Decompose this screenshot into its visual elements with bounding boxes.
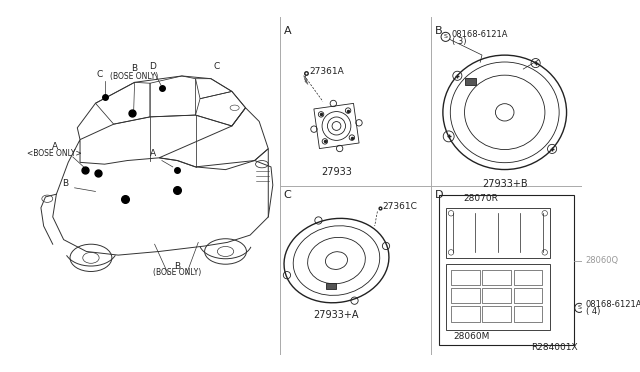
Text: B: B bbox=[63, 179, 68, 188]
Text: R284001X: R284001X bbox=[531, 343, 577, 352]
Text: C: C bbox=[97, 70, 103, 79]
Text: 08168-6121A: 08168-6121A bbox=[586, 300, 640, 309]
Bar bbox=[445, 264, 550, 330]
Text: ( 3): ( 3) bbox=[452, 37, 467, 46]
Text: D: D bbox=[149, 62, 156, 71]
Text: (BOSE ONLY): (BOSE ONLY) bbox=[153, 268, 202, 277]
Bar bbox=[451, 270, 479, 285]
Text: D: D bbox=[435, 190, 443, 200]
Text: 28070R: 28070R bbox=[464, 194, 499, 203]
Text: B: B bbox=[174, 263, 180, 272]
Bar bbox=[513, 306, 542, 321]
Bar bbox=[439, 195, 574, 345]
Bar bbox=[451, 288, 479, 303]
Bar bbox=[465, 78, 476, 85]
Text: 28060M: 28060M bbox=[453, 333, 489, 341]
Text: 27933+B: 27933+B bbox=[482, 179, 527, 189]
Text: 27361A: 27361A bbox=[309, 67, 344, 76]
Text: S: S bbox=[444, 34, 447, 39]
Text: S: S bbox=[577, 305, 581, 310]
Text: ( 4): ( 4) bbox=[586, 307, 600, 316]
Bar bbox=[445, 208, 550, 258]
Bar bbox=[483, 306, 511, 321]
Text: A: A bbox=[51, 142, 58, 151]
Text: (BOSE ONLY): (BOSE ONLY) bbox=[111, 71, 159, 80]
Bar bbox=[483, 288, 511, 303]
Text: A: A bbox=[284, 26, 291, 36]
Bar bbox=[451, 306, 479, 321]
Text: A: A bbox=[150, 149, 156, 158]
Text: 27361C: 27361C bbox=[382, 202, 417, 211]
Text: C: C bbox=[284, 190, 291, 200]
Bar bbox=[513, 270, 542, 285]
Bar bbox=[326, 283, 335, 289]
Bar bbox=[483, 270, 511, 285]
Text: 08168-6121A: 08168-6121A bbox=[452, 30, 508, 39]
Text: B: B bbox=[435, 26, 442, 36]
Text: 28060Q: 28060Q bbox=[586, 256, 619, 265]
Text: 27933+A: 27933+A bbox=[314, 310, 359, 320]
Text: 27933: 27933 bbox=[321, 167, 352, 177]
Text: B: B bbox=[132, 64, 138, 73]
Text: C: C bbox=[213, 62, 220, 71]
Bar bbox=[513, 288, 542, 303]
Text: <BOSE ONLY>: <BOSE ONLY> bbox=[27, 149, 82, 158]
